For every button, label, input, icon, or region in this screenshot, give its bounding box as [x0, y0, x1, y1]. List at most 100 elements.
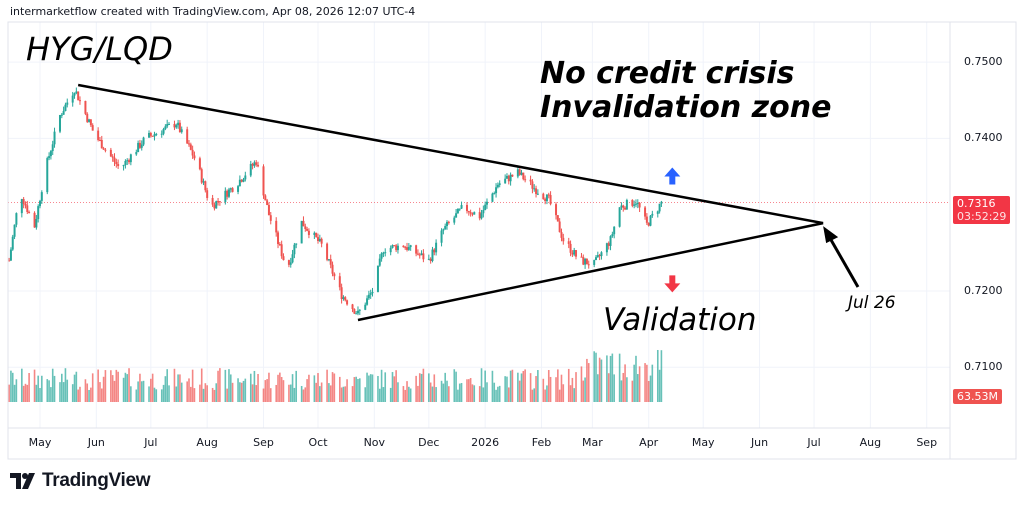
- candle-body: [98, 139, 101, 141]
- candle-body: [135, 152, 138, 155]
- volume-bar: [24, 383, 27, 402]
- candle-body: [178, 122, 181, 133]
- candle-body: [251, 163, 254, 166]
- volume-bar: [458, 383, 461, 402]
- candle-body: [231, 188, 234, 192]
- volume-bar: [420, 373, 423, 402]
- volume-bar: [61, 373, 63, 402]
- volume-bar: [382, 387, 385, 402]
- volume-bar: [433, 374, 436, 402]
- price-tick-label: 0.7100: [964, 360, 1003, 374]
- candle-body: [202, 181, 205, 183]
- volume-bar: [493, 382, 496, 402]
- volume-bar: [26, 384, 29, 402]
- volume-bar: [202, 388, 205, 402]
- candle-body: [544, 199, 547, 202]
- volume-bar: [53, 375, 56, 402]
- candle-body: [596, 255, 599, 258]
- candle-body: [366, 298, 369, 305]
- volume-bar: [355, 376, 357, 402]
- candle-body: [278, 243, 281, 245]
- volume-bar: [168, 385, 170, 402]
- candle-body: [126, 160, 129, 162]
- volume-bar: [647, 380, 650, 402]
- volume-bar: [91, 373, 94, 402]
- volume-bar: [262, 388, 265, 402]
- candle-body: [97, 130, 100, 140]
- candle-body: [382, 252, 385, 254]
- volume-bar: [275, 384, 278, 402]
- volume-bar: [544, 389, 546, 402]
- candle-body: [376, 265, 379, 292]
- candle-body: [404, 247, 407, 249]
- volume-bar: [122, 377, 125, 402]
- candle-body: [280, 244, 283, 257]
- time-tick-label: Jun: [750, 436, 769, 449]
- candle-body: [547, 194, 550, 196]
- volume-bar: [446, 380, 448, 402]
- volume-bar: [15, 379, 18, 402]
- candle-body: [369, 293, 372, 295]
- volume-bar: [448, 386, 450, 402]
- volume-bar: [478, 386, 481, 402]
- volume-bar: [128, 368, 130, 402]
- candle-body: [447, 221, 450, 223]
- candle-body: [536, 193, 539, 195]
- candle-body: [213, 204, 216, 209]
- volume-bar: [249, 373, 252, 402]
- volume-bar: [600, 359, 603, 402]
- volume-bar: [240, 382, 243, 402]
- volume-bar: [213, 389, 216, 402]
- volume-bar: [51, 368, 54, 402]
- volume-bar: [491, 370, 494, 402]
- candle-body: [149, 132, 152, 136]
- candle-body: [15, 213, 18, 225]
- volume-bar: [357, 378, 359, 402]
- time-tick-label: Nov: [363, 436, 386, 449]
- candle-body: [406, 247, 409, 250]
- volume-bar: [509, 370, 512, 402]
- candle-body: [162, 129, 165, 134]
- volume-bar: [140, 381, 143, 402]
- candle-body: [320, 238, 323, 244]
- candle-body: [407, 247, 410, 250]
- candle-body: [658, 203, 661, 212]
- candle-body: [242, 179, 245, 182]
- tradingview-logo[interactable]: TradingView: [10, 470, 151, 492]
- volume-bar: [586, 358, 588, 402]
- candle-body: [315, 232, 318, 238]
- volume-bar: [75, 371, 78, 402]
- time-tick-label: Apr: [639, 436, 659, 449]
- candle-body: [300, 220, 303, 244]
- volume-bar: [471, 384, 474, 402]
- candle-body: [582, 257, 585, 265]
- volume-bar: [64, 368, 67, 402]
- candle-body: [191, 149, 194, 156]
- volume-bar: [635, 355, 637, 402]
- time-tick-label: Jun: [87, 436, 105, 449]
- volume-bar: [573, 388, 575, 402]
- grid: [8, 22, 950, 428]
- volume-bar: [633, 364, 635, 402]
- volume-bar: [371, 374, 374, 402]
- volume-bar: [331, 372, 334, 402]
- candle-body: [9, 249, 12, 261]
- volume-bar: [582, 380, 585, 402]
- volume-bar: [239, 382, 241, 402]
- volume-bar: [587, 363, 590, 402]
- candle-body: [180, 129, 183, 133]
- candle-body: [518, 169, 521, 175]
- volume-bar: [584, 377, 586, 402]
- candle-body: [427, 258, 430, 260]
- candle-body: [140, 144, 143, 148]
- volume-bar: [226, 388, 228, 402]
- volume-bar: [395, 370, 397, 402]
- candle-body: [307, 230, 310, 235]
- volume-bar: [153, 387, 156, 402]
- candle-body: [46, 158, 49, 193]
- volume-bar: [21, 368, 23, 402]
- candle-body: [217, 201, 220, 203]
- candle-body: [318, 238, 321, 242]
- volume-bar: [113, 380, 116, 402]
